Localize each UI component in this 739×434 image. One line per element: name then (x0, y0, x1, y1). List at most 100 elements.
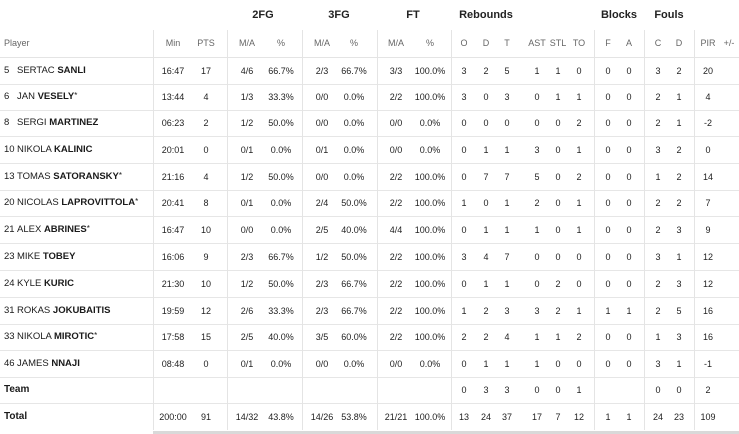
blocks-for-cell: 0 (605, 359, 611, 369)
blocks-against-cell: 0 (626, 279, 632, 289)
steals-cell: 0 (555, 385, 561, 395)
player-name[interactable]: 10 NIKOLA KALINIC (4, 137, 93, 163)
player-name[interactable]: 6 JAN VESELY* (4, 84, 77, 110)
steals-cell: 0 (555, 172, 561, 182)
two-pt-made-attempted-cell: 1/2 (240, 172, 254, 182)
column-header-blk-a: A (625, 38, 633, 48)
fouls-drawn-cell: 2 (676, 145, 682, 155)
player-name[interactable]: 5 SERTAC SANLI (4, 58, 86, 84)
column-header-stl: STL (549, 38, 567, 48)
free-throw-percent-cell: 100.0% (414, 225, 446, 235)
blocks-for-cell: 0 (605, 332, 611, 342)
free-throw-percent-cell: 0.0% (419, 145, 441, 155)
player-row[interactable]: 46 JAMES NNAJI 08:48 0 0/1 0.0% 0/0 0.0% 0/0 0.0%… (0, 351, 739, 378)
two-pt-made-attempted-cell: 2/5 (240, 332, 254, 342)
two-pt-percent-cell: 0.0% (270, 198, 292, 208)
player-row[interactable]: 6 JAN VESELY* 13:44 4 1/3 33.3% 0/0 0.0% 2/2 100.… (0, 84, 739, 111)
last-name: SATORANSKY (53, 171, 119, 182)
offensive-rebounds-cell: 2 (461, 332, 467, 342)
table-bottom-rule (153, 431, 739, 434)
player-name[interactable]: 13 TOMAS SATORANSKY* (4, 164, 122, 190)
turnovers-cell: 1 (576, 225, 582, 235)
pir-cell: 2 (705, 385, 711, 395)
two-pt-percent-cell: 50.0% (268, 118, 294, 128)
column-header-reb-o: O (460, 38, 468, 48)
points-cell: 0 (203, 359, 209, 369)
last-name: JOKUBAITIS (52, 305, 111, 316)
three-pt-made-attempted-cell: 1/2 (315, 252, 329, 262)
turnovers-cell: 1 (576, 198, 582, 208)
pir-cell: 0 (705, 145, 711, 155)
player-row[interactable]: 33 NIKOLA MIROTIC* 17:58 15 2/5 40.0% 3/5 60.0%… (0, 324, 739, 351)
two-pt-percent-cell: 0.0% (270, 225, 292, 235)
turnovers-cell: 2 (576, 332, 582, 342)
assists-cell: 1 (534, 359, 540, 369)
player-row[interactable]: 31 ROKAS JOKUBAITIS 19:59 12 2/6 33.3% 2/3 66.7… (0, 298, 739, 325)
player-name[interactable]: 24 KYLE KURIC (4, 271, 74, 297)
player-name[interactable]: 33 NIKOLA MIROTIC* (4, 324, 97, 350)
column-divider (302, 30, 303, 430)
player-name[interactable]: 8 SERGI MARTINEZ (4, 110, 98, 136)
offensive-rebounds-cell: 0 (461, 118, 467, 128)
column-header-3fg-pct: % (349, 38, 359, 48)
two-pt-percent-cell: 66.7% (268, 252, 294, 262)
defensive-rebounds-cell: 0 (483, 92, 489, 102)
player-row[interactable]: 5 SERTAC SANLI 16:47 17 4/6 66.7% 2/3 66.7% 3/3 1… (0, 58, 739, 85)
steals-cell: 0 (555, 198, 561, 208)
three-pt-made-attempted-cell: 0/0 (315, 118, 329, 128)
offensive-rebounds-cell: 0 (461, 225, 467, 235)
points-cell: 0 (203, 145, 209, 155)
points-cell: 10 (200, 279, 212, 289)
player-row[interactable]: 20 NICOLAS LAPROVITTOLA* 20:41 8 0/1 0.0% 2/4 5… (0, 190, 739, 217)
pir-cell: 12 (702, 279, 714, 289)
last-name: SANLI (57, 65, 86, 76)
fouls-drawn-cell: 1 (676, 118, 682, 128)
player-name[interactable]: 23 MIKE TOBEY (4, 244, 75, 270)
player-row[interactable]: 24 KYLE KURIC 21:30 10 1/2 50.0% 2/3 66.7% 2/2 10… (0, 271, 739, 298)
starter-mark: * (94, 331, 98, 340)
turnovers-cell: 0 (576, 66, 582, 76)
player-name[interactable]: 21 ALEX ABRINES* (4, 217, 90, 243)
starter-mark: * (74, 91, 78, 100)
steals-cell: 0 (555, 252, 561, 262)
header-divider (0, 57, 739, 58)
defensive-rebounds-cell: 7 (483, 172, 489, 182)
jersey-number: 31 (4, 305, 15, 316)
player-row[interactable]: 13 TOMAS SATORANSKY* 21:16 4 1/2 50.0% 0/0 0.0%… (0, 164, 739, 191)
total-rebounds-cell: 0 (504, 118, 510, 128)
column-header-ft-ma: M/A (387, 38, 405, 48)
pir-cell: -1 (703, 359, 713, 369)
minutes-cell: 19:59 (161, 306, 185, 316)
total-rebounds-cell: 1 (504, 359, 510, 369)
player-name[interactable]: 20 NICOLAS LAPROVITTOLA* (4, 190, 138, 216)
player-row[interactable]: 23 MIKE TOBEY 16:06 9 2/3 66.7% 1/2 50.0% 2/2 100… (0, 244, 739, 271)
jersey-number: 10 (4, 144, 15, 155)
player-row[interactable]: 21 ALEX ABRINES* 16:47 10 0/0 0.0% 2/5 40.0% 4/4… (0, 217, 739, 244)
three-pt-percent-cell: 66.7% (341, 306, 367, 316)
free-throw-percent-cell: 100.0% (414, 172, 446, 182)
column-header-blk-f: F (605, 38, 611, 48)
player-row[interactable]: 8 SERGI MARTINEZ 06:23 2 1/2 50.0% 0/0 0.0% 0/0 0… (0, 110, 739, 137)
free-throw-percent-cell: 100.0% (414, 332, 446, 342)
column-divider (594, 30, 595, 430)
points-cell: 8 (203, 198, 209, 208)
player-row[interactable]: 10 NIKOLA KALINIC 20:01 0 0/1 0.0% 0/1 0.0% 0/0 0… (0, 137, 739, 164)
fouls-committed-cell: 3 (655, 66, 661, 76)
turnovers-cell: 0 (576, 279, 582, 289)
minutes-cell: 08:48 (161, 359, 185, 369)
three-pt-percent-cell: 0.0% (343, 118, 365, 128)
offensive-rebounds-cell: 1 (461, 306, 467, 316)
offensive-rebounds-cell: 3 (461, 66, 467, 76)
free-throw-percent-cell: 100.0% (414, 306, 446, 316)
player-name[interactable]: 46 JAMES NNAJI (4, 351, 80, 377)
two-pt-percent-cell: 50.0% (268, 279, 294, 289)
points-cell: 91 (200, 412, 212, 422)
column-divider (694, 30, 695, 430)
total-rebounds-cell: 7 (504, 172, 510, 182)
player-name[interactable]: 31 ROKAS JOKUBAITIS (4, 298, 110, 324)
column-divider (451, 30, 452, 430)
blocks-against-cell: 0 (626, 332, 632, 342)
steals-cell: 1 (555, 66, 561, 76)
total-rebounds-cell: 7 (504, 252, 510, 262)
three-pt-made-attempted-cell: 2/3 (315, 66, 329, 76)
